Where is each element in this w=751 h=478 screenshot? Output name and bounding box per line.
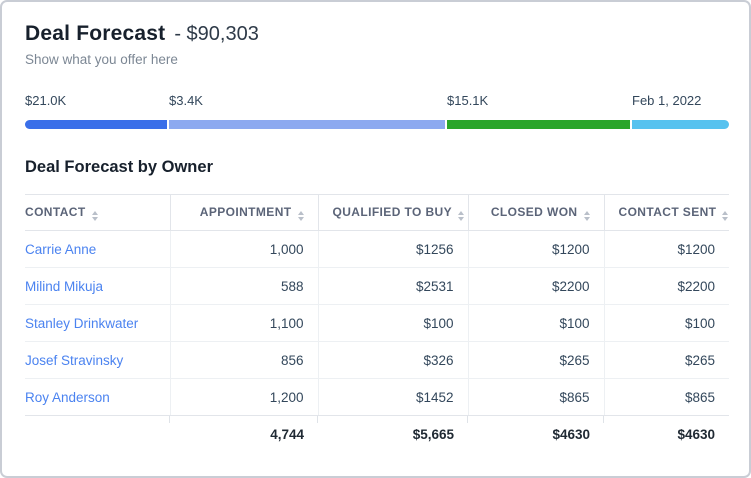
totals-contact-sent: $4630 bbox=[603, 415, 729, 453]
contact-sent-value: $1200 bbox=[603, 230, 729, 268]
forecast-progress-bar: $21.0K $3.4K $15.1K Feb 1, 2022 bbox=[25, 93, 729, 129]
column-header-appointment[interactable]: APPOINTMENT bbox=[169, 194, 318, 231]
qualified-value: $2531 bbox=[317, 267, 468, 305]
table-row: Stanley Drinkwater 1,100 $100 $100 $100 bbox=[25, 304, 729, 342]
contact-sent-value: $265 bbox=[603, 341, 729, 379]
qualified-value: $100 bbox=[317, 304, 468, 342]
qualified-value: $1452 bbox=[317, 378, 468, 416]
qualified-value: $1256 bbox=[317, 230, 468, 268]
header: Deal Forecast - $90,303 bbox=[25, 22, 726, 46]
table-row: Carrie Anne 1,000 $1256 $1200 $1200 bbox=[25, 230, 729, 268]
progress-segment-2[interactable] bbox=[169, 120, 445, 129]
segment-label: $15.1K bbox=[447, 93, 489, 108]
progress-segment-4[interactable] bbox=[632, 120, 729, 129]
forecast-total: - $90,303 bbox=[174, 23, 259, 45]
contact-sent-value: $865 bbox=[603, 378, 729, 416]
appointment-value: 1,000 bbox=[169, 230, 318, 268]
contact-link[interactable]: Josef Stravinsky bbox=[25, 352, 124, 368]
closed-won-value: $2200 bbox=[467, 267, 604, 305]
totals-qualified: $5,665 bbox=[317, 415, 468, 453]
appointment-value: 856 bbox=[169, 341, 318, 379]
sort-icon[interactable] bbox=[458, 210, 465, 221]
contact-link[interactable]: Carrie Anne bbox=[25, 241, 97, 257]
closed-won-value: $865 bbox=[467, 378, 604, 416]
closed-won-value: $1200 bbox=[467, 230, 604, 268]
progress-segment-1[interactable] bbox=[25, 120, 167, 129]
table-title: Deal Forecast by Owner bbox=[25, 158, 213, 176]
column-header-closed-won[interactable]: CLOSED WON bbox=[467, 194, 604, 231]
appointment-value: 1,100 bbox=[169, 304, 318, 342]
segment-label: $21.0K bbox=[25, 93, 67, 108]
table-row: Roy Anderson 1,200 $1452 $865 $865 bbox=[25, 378, 729, 416]
segment-label: $3.4K bbox=[169, 93, 203, 108]
totals-empty-cell bbox=[25, 416, 170, 453]
page-title: Deal Forecast bbox=[25, 22, 166, 45]
totals-closed-won: $4630 bbox=[467, 415, 604, 453]
progress-bar-labels: $21.0K $3.4K $15.1K Feb 1, 2022 bbox=[25, 93, 729, 109]
contact-sent-value: $2200 bbox=[603, 267, 729, 305]
contact-link[interactable]: Roy Anderson bbox=[25, 389, 110, 405]
contact-link[interactable]: Stanley Drinkwater bbox=[25, 315, 139, 331]
segment-label: Feb 1, 2022 bbox=[632, 93, 702, 108]
sort-icon[interactable] bbox=[722, 210, 729, 221]
totals-appointment: 4,744 bbox=[169, 415, 318, 453]
sort-icon[interactable] bbox=[297, 210, 304, 221]
closed-won-value: $265 bbox=[467, 341, 604, 379]
table-totals-row: 4,744 $5,665 $4630 $4630 bbox=[25, 415, 729, 453]
table-row: Milind Mikuja 588 $2531 $2200 $2200 bbox=[25, 267, 729, 305]
column-header-contact-sent[interactable]: CONTACT SENT bbox=[603, 194, 729, 231]
deal-forecast-table: CONTACT APPOINTMENT QUALIFIED TO BUY CLO… bbox=[25, 194, 729, 453]
page-subtitle: Show what you offer here bbox=[25, 52, 178, 67]
appointment-value: 588 bbox=[169, 267, 318, 305]
progress-bar-track bbox=[25, 120, 729, 129]
sort-icon[interactable] bbox=[91, 210, 98, 221]
contact-link[interactable]: Milind Mikuja bbox=[25, 278, 104, 294]
column-header-contact[interactable]: CONTACT bbox=[25, 194, 170, 231]
table-row: Josef Stravinsky 856 $326 $265 $265 bbox=[25, 341, 729, 379]
column-header-qualified-to-buy[interactable]: QUALIFIED TO BUY bbox=[317, 194, 468, 231]
contact-sent-value: $100 bbox=[603, 304, 729, 342]
progress-segment-3[interactable] bbox=[447, 120, 630, 129]
appointment-value: 1,200 bbox=[169, 378, 318, 416]
sort-icon[interactable] bbox=[583, 210, 590, 221]
qualified-value: $326 bbox=[317, 341, 468, 379]
closed-won-value: $100 bbox=[467, 304, 604, 342]
table-header-row: CONTACT APPOINTMENT QUALIFIED TO BUY CLO… bbox=[25, 194, 729, 231]
